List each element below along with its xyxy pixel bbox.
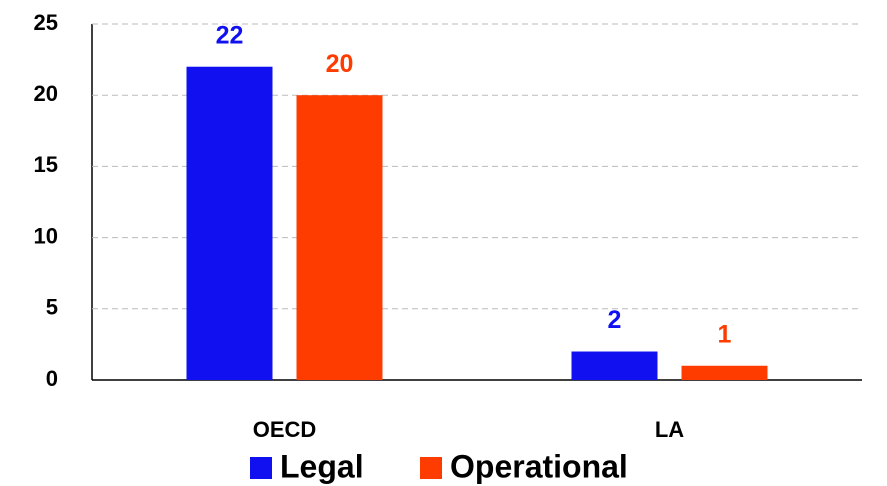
y-tick-label: 10 (34, 223, 58, 248)
legend-swatch (250, 457, 272, 479)
y-tick-label: 20 (34, 81, 58, 106)
data-label: 2 (608, 306, 622, 334)
bar (681, 365, 768, 380)
y-tick-label: 0 (46, 366, 58, 391)
y-tick-label: 25 (34, 10, 58, 35)
y-tick-label: 15 (34, 152, 58, 177)
data-label: 22 (216, 21, 244, 49)
legend-swatch (420, 457, 442, 479)
bar (571, 351, 658, 380)
data-label: 1 (718, 320, 732, 348)
data-label: 20 (326, 50, 354, 78)
x-tick-label: LA (655, 417, 684, 442)
legend-label: Operational (450, 448, 628, 484)
bar (296, 95, 383, 380)
y-tick-label: 5 (46, 295, 58, 320)
x-tick-label: OECD (253, 417, 317, 442)
bar (186, 66, 273, 380)
legend-label: Legal (280, 448, 364, 484)
